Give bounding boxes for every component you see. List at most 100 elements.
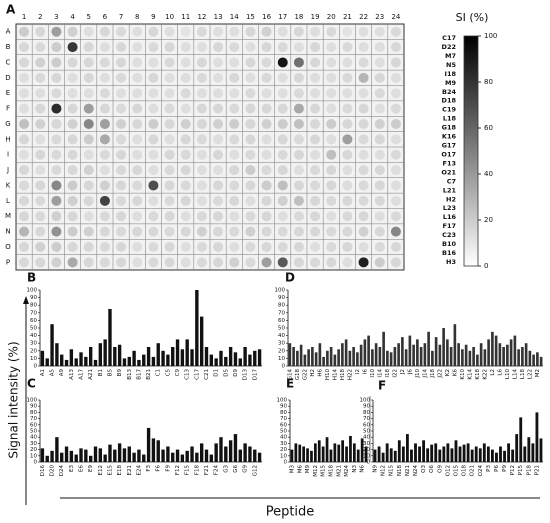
- spot: [374, 42, 385, 53]
- spot: [310, 226, 321, 237]
- spot: [116, 149, 127, 160]
- spot: [245, 134, 256, 145]
- spot: [342, 211, 353, 222]
- bar: [290, 449, 294, 462]
- spot: [148, 226, 159, 237]
- spot: [326, 165, 337, 176]
- spot: [374, 134, 385, 145]
- x-tick-label: P18: [526, 465, 532, 476]
- spot: [326, 134, 337, 145]
- spot: [132, 165, 143, 176]
- spot: [310, 118, 321, 129]
- bar: [298, 444, 302, 462]
- spot: [229, 118, 240, 129]
- spot: [277, 72, 288, 83]
- spot: [83, 149, 94, 160]
- spot: [374, 241, 385, 252]
- bar: [457, 343, 460, 366]
- spot: [83, 211, 94, 222]
- x-tick-label: B13: [127, 369, 133, 380]
- x-tick-label: P3: [486, 465, 492, 472]
- y-tick-label: 0: [367, 460, 371, 466]
- spot: [229, 211, 240, 222]
- spot: [19, 134, 30, 145]
- x-tick-label: E12: [98, 465, 104, 475]
- x-tick-label: O12: [445, 465, 451, 476]
- bar: [84, 449, 88, 462]
- spot: [358, 257, 369, 268]
- y-tick-label: 70: [30, 416, 37, 422]
- spot: [326, 103, 337, 114]
- spot: [293, 103, 304, 114]
- spot: [164, 42, 175, 53]
- spot: [67, 103, 78, 114]
- x-tick-label: F18: [194, 465, 200, 476]
- bar: [228, 440, 233, 462]
- spot: [99, 26, 110, 37]
- column-label: 16: [262, 13, 271, 21]
- bar: [468, 350, 472, 366]
- bar: [521, 347, 524, 366]
- column-label: 12: [197, 13, 206, 21]
- spot: [245, 88, 256, 99]
- bar: [88, 455, 93, 462]
- bar: [367, 335, 370, 366]
- spot: [51, 42, 62, 53]
- bar: [60, 354, 64, 366]
- x-tick-label: M21: [336, 465, 342, 477]
- spot: [180, 42, 191, 53]
- x-tick-label: L2: [490, 369, 496, 376]
- column-label: 19: [311, 13, 320, 21]
- bar: [434, 443, 438, 462]
- spot: [99, 57, 110, 68]
- spot: [148, 72, 159, 83]
- spot: [116, 88, 127, 99]
- bar: [401, 446, 405, 462]
- bar: [337, 444, 341, 462]
- bar: [238, 358, 242, 366]
- spot: [374, 211, 385, 222]
- row-label: C: [6, 58, 11, 66]
- spot: [99, 72, 110, 83]
- row-label: G: [5, 120, 10, 128]
- spot: [261, 26, 272, 37]
- bar: [431, 350, 434, 366]
- x-tick-label: B21: [146, 369, 152, 380]
- bar: [84, 356, 88, 366]
- spot: [19, 103, 30, 114]
- bar: [345, 446, 348, 462]
- spot: [342, 165, 353, 176]
- bar: [195, 452, 199, 462]
- bar: [146, 427, 151, 462]
- spot: [132, 42, 143, 53]
- spot: [374, 180, 385, 191]
- bar: [214, 443, 218, 462]
- bar: [490, 449, 494, 462]
- y-tick-label: 40: [280, 435, 287, 441]
- spot: [229, 26, 240, 37]
- row-label: P: [6, 258, 10, 266]
- x-tick-label: N9: [373, 465, 379, 473]
- spot: [164, 88, 175, 99]
- y-tick-label: 30: [363, 441, 370, 447]
- bar: [175, 339, 180, 366]
- bar: [442, 328, 445, 366]
- column-label: 24: [391, 13, 400, 21]
- y-tick-label: 60: [363, 422, 370, 428]
- bar: [422, 440, 426, 462]
- x-tick-label: G9: [243, 465, 249, 473]
- spot: [132, 149, 143, 160]
- bar: [69, 450, 74, 462]
- y-tick-label: 50: [363, 429, 370, 435]
- y-tick-label: 80: [30, 303, 37, 309]
- bar: [45, 455, 49, 462]
- spot: [213, 103, 224, 114]
- spot: [245, 26, 256, 37]
- spot: [99, 226, 110, 237]
- bar: [299, 344, 303, 366]
- bar: [337, 349, 340, 366]
- bar: [40, 350, 45, 366]
- spot: [245, 241, 256, 252]
- x-tick-label: L6: [497, 369, 503, 376]
- spot: [164, 72, 175, 83]
